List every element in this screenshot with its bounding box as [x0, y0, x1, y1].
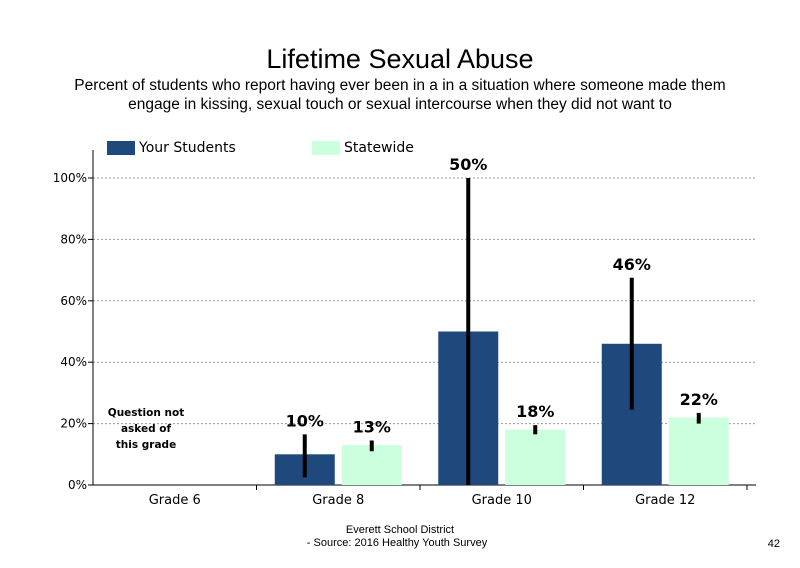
- y-tick-label: 60%: [60, 294, 87, 308]
- bar-statewide: [505, 429, 566, 485]
- bar-statewide: [668, 417, 729, 485]
- footer-district: Everett School District: [345, 524, 455, 536]
- footer-source: - Source: 2016 Healthy Youth Survey: [306, 537, 488, 549]
- data-label: 13%: [353, 417, 391, 436]
- legend-label-statewide: Statewide: [344, 140, 414, 156]
- x-category-label: Grade 8: [312, 493, 364, 508]
- legend-swatch-statewide: [312, 141, 340, 155]
- y-tick-label: 20%: [60, 417, 87, 431]
- bar-statewide: [341, 445, 402, 485]
- chart-subtitle: Percent of students who report having ev…: [74, 77, 726, 113]
- x-category-label: Grade 12: [635, 493, 695, 508]
- not-asked-note: asked of: [121, 423, 172, 435]
- chart-title: Lifetime Sexual Abuse: [266, 44, 534, 74]
- y-tick-label: 40%: [60, 355, 87, 369]
- x-category-label: Grade 6: [149, 493, 201, 508]
- data-label: 10%: [286, 411, 324, 430]
- page-number: 42: [767, 538, 780, 550]
- legend-statewide: Statewide: [312, 140, 414, 156]
- legend-label-your-students: Your Students: [139, 140, 236, 156]
- not-asked-note: Question not: [108, 407, 184, 419]
- data-label: 18%: [516, 402, 554, 421]
- x-category-label: Grade 10: [472, 493, 532, 508]
- not-asked-note: this grade: [116, 439, 176, 451]
- data-label: 46%: [613, 255, 651, 274]
- y-tick-label: 80%: [60, 232, 87, 246]
- legend-your-students: Your Students: [107, 140, 236, 156]
- y-tick-label: 100%: [53, 171, 87, 185]
- y-tick-label: 0%: [68, 478, 87, 492]
- data-label: 22%: [680, 390, 718, 409]
- legend-swatch-your-students: [107, 141, 135, 155]
- data-label: 50%: [449, 155, 487, 174]
- footer: Everett School District - Source: 2016 H…: [250, 524, 550, 550]
